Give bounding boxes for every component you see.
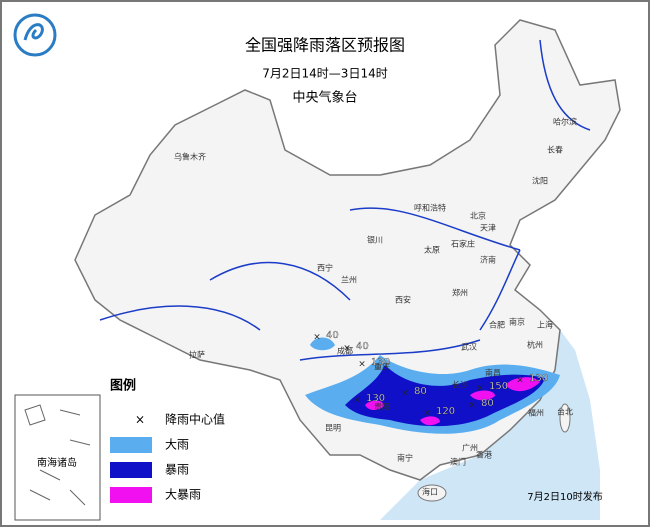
rain-areas: × 40 × 40 × 130 × 80 × 130 × 120 × 80 × 150 × 130: [305, 330, 560, 434]
rain-center-value: 40: [326, 330, 339, 341]
torrential-rain-area: [365, 377, 540, 426]
rain-center-value: 130: [529, 373, 548, 384]
rain-center-mark: ×: [516, 376, 524, 386]
city-label: 长沙: [452, 380, 468, 390]
city-label: 哈尔滨: [553, 117, 577, 127]
rain-center-mark: ×: [358, 360, 366, 370]
title: 全国强降雨落区预报图: [245, 36, 405, 55]
legend-label: 暴雨: [165, 463, 189, 477]
legend-symbol: ×: [135, 413, 145, 427]
hainan: [417, 484, 447, 502]
city-label: 上海: [537, 320, 553, 330]
issuer: 中央气象台: [292, 90, 357, 106]
city-label: 香港: [476, 450, 492, 460]
legend-label: 降雨中心值: [165, 412, 225, 427]
city-label: 西安: [395, 295, 411, 305]
legend-swatch: [110, 487, 152, 503]
legend-label: 大雨: [165, 438, 189, 452]
city-label: 贵阳: [374, 402, 390, 412]
inset-box: [14, 394, 101, 521]
rain-center-mark: ×: [476, 384, 484, 394]
city-label: 台北: [557, 407, 573, 417]
rain-center-value: 120: [436, 406, 455, 417]
rain-center-value: 130: [371, 357, 390, 368]
city-label: 济南: [480, 255, 496, 265]
city-label: 郑州: [452, 288, 468, 298]
legend-swatch: [110, 437, 152, 453]
city-label: 西宁: [317, 263, 333, 273]
city-label: 南京: [509, 317, 525, 327]
footer: 7月2日10时发布: [527, 490, 602, 503]
city-label: 拉萨: [189, 350, 205, 360]
rain-center-value: 40: [356, 341, 369, 352]
city-label: 福州: [528, 409, 544, 418]
rain-center-mark: ×: [313, 333, 321, 343]
city-label: 兰州: [341, 275, 357, 285]
rain-center-value: 80: [414, 386, 427, 397]
legend-title: 图例: [110, 378, 136, 394]
city-label: 武汉: [461, 342, 477, 352]
taiwan: [559, 403, 571, 433]
city-label: 北京: [470, 211, 486, 221]
logo: [13, 13, 57, 57]
inset-islands: [24, 404, 91, 506]
legend-swatch: [110, 462, 152, 478]
rainstorm-area: [345, 365, 545, 427]
city-label: 太原: [424, 245, 440, 255]
inset-label: 南海诸岛: [37, 456, 77, 469]
rain-center-value: 80: [481, 398, 494, 409]
city-label: 沈阳: [532, 176, 548, 186]
rain-center-value: 150: [489, 381, 508, 392]
rain-center-mark: ×: [343, 344, 351, 354]
rain-center-mark: ×: [401, 389, 409, 399]
rain-center-mark: ×: [353, 396, 361, 406]
logo-mark: [23, 23, 44, 41]
china-outline: [74, 19, 621, 481]
city-label: 澳门: [450, 457, 466, 467]
city-label: 合肥: [489, 320, 505, 330]
rain-center-value: 130: [366, 393, 385, 404]
city-label: 南昌: [485, 368, 501, 378]
city-label: 呼和浩特: [414, 203, 446, 213]
sea: [380, 330, 600, 520]
city-label: 乌鲁木齐: [174, 152, 206, 162]
city-label: 银川: [367, 235, 383, 245]
rain-center-mark: ×: [468, 401, 476, 411]
city-label: 南宁: [397, 453, 413, 463]
city-label: 长春: [547, 145, 563, 155]
city-label: 杭州: [527, 340, 543, 350]
city-label: 海口: [422, 487, 438, 497]
city-label: 昆明: [325, 424, 341, 433]
city-label: 成都: [337, 346, 353, 356]
period: 7月2日14时—3日14时: [262, 67, 387, 81]
city-label: 广州: [462, 443, 478, 453]
legend-label: 大暴雨: [165, 488, 201, 502]
rain-center-mark: ×: [423, 409, 431, 419]
rivers: [99, 39, 591, 361]
city-label: 重庆: [374, 362, 390, 372]
city-label: 石家庄: [451, 239, 475, 249]
city-label: 天津: [480, 223, 496, 233]
